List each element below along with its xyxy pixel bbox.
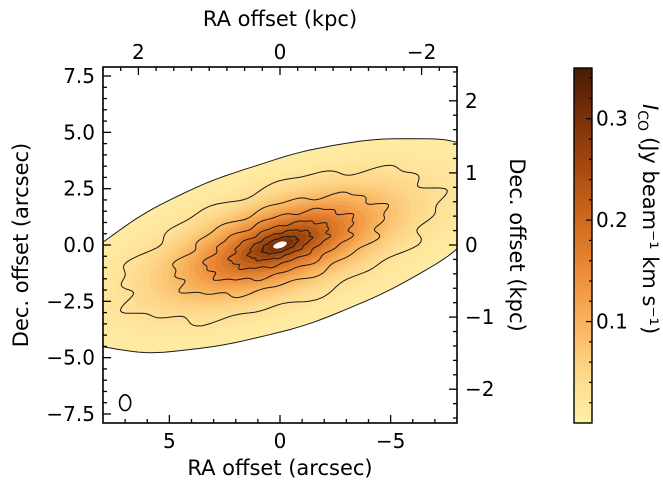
axis-tick-labels: −5 0 5 7.5 5.0 2.5 0.0 −2.5 −5.0 −7.5 −2 0 2 2 1 0 −1 −2: [46, 40, 494, 453]
y-axis-left-label: Dec. offset (arcsec): [9, 143, 33, 347]
contour-level-3: [172, 191, 390, 299]
colorbar-ticks: 0.1 0.2 0.3: [586, 77, 628, 404]
colorbar-label-subscript: CO: [634, 110, 650, 131]
colorbar-label-symbol: I: [638, 104, 662, 110]
y-left-tick-label: 7.5: [63, 64, 95, 88]
contour-level-1: [103, 138, 457, 354]
colorbar-label: ICO (Jy beam⁻¹ km s⁻¹): [634, 104, 662, 334]
contour-level-6: [246, 229, 314, 262]
x-top-tick-label: −2: [407, 40, 436, 64]
y-right-tick-label: 0: [465, 233, 478, 257]
x-top-tick-label: 0: [274, 40, 287, 64]
contour-lines: [103, 138, 457, 354]
x-bottom-tick-label: −5: [376, 429, 405, 453]
y-left-tick-label: 5.0: [63, 120, 95, 144]
axis-ticks: [102, 67, 458, 423]
contour-level-7: [260, 235, 300, 255]
intensity-map: [103, 138, 457, 352]
y-left-tick-label: −5.0: [46, 346, 95, 370]
x-top-tick-label: 2: [132, 40, 145, 64]
y-right-tick-label: −1: [465, 305, 494, 329]
colorbar-tick-label: 0.1: [596, 310, 628, 334]
x-bottom-tick-label: 5: [163, 429, 176, 453]
colorbar-label-units: (Jy beam⁻¹ km s⁻¹): [638, 137, 662, 334]
y-left-tick-label: −2.5: [46, 289, 95, 313]
contour-level-5: [227, 220, 332, 271]
beam-ellipse: [118, 394, 132, 412]
y-left-tick-label: 2.5: [63, 177, 95, 201]
y-right-tick-label: 2: [465, 89, 478, 113]
y-left-tick-label: 0.0: [63, 233, 95, 257]
colorbar: [573, 67, 593, 424]
y-left-tick-label: −7.5: [46, 402, 95, 426]
y-right-tick-label: 1: [465, 161, 478, 185]
beam-shape: [118, 394, 132, 412]
x-bottom-tick-label: 0: [274, 429, 287, 453]
contour-level-2: [119, 164, 448, 327]
intensity-core: [273, 241, 287, 249]
colorbar-tick-label: 0.2: [596, 208, 628, 232]
x-axis-top-label: RA offset (kpc): [203, 7, 357, 31]
colorbar-tick-label: 0.3: [596, 107, 628, 131]
y-axis-right-label: Dec. offset (kpc): [505, 158, 529, 332]
y-right-tick-label: −2: [465, 377, 494, 401]
contour-level-4: [202, 207, 355, 282]
x-axis-bottom-label: RA offset (arcsec): [187, 456, 372, 480]
